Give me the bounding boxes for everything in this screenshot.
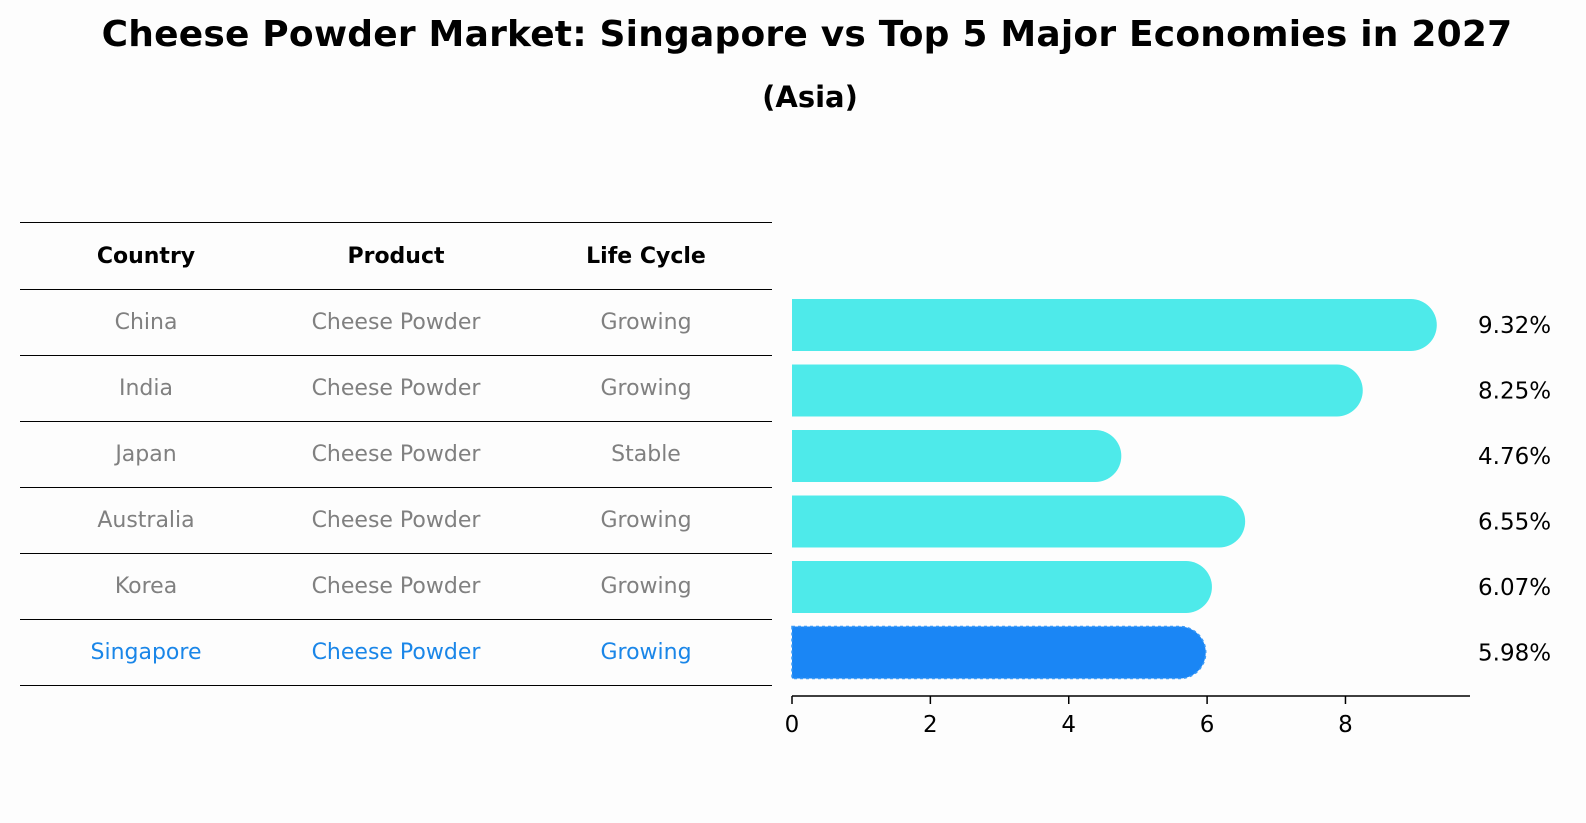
table-row: Australia Cheese Powder Growing xyxy=(20,488,772,554)
x-tick-label: 0 xyxy=(785,712,800,738)
value-label-australia: 6.55% xyxy=(1478,510,1551,536)
cell-country: Japan xyxy=(115,442,177,467)
header-product: Product xyxy=(347,243,445,269)
header-life-cycle: Life Cycle xyxy=(586,243,706,269)
cell-country: China xyxy=(114,310,178,335)
table-row: India Cheese Powder Growing xyxy=(20,356,772,422)
bar-australia xyxy=(792,495,1246,548)
cell-life-cycle: Growing xyxy=(600,574,692,599)
cell-country: Korea xyxy=(114,574,178,599)
bar-japan xyxy=(792,430,1122,482)
bar-india xyxy=(792,364,1363,417)
cell-life-cycle: Stable xyxy=(611,442,681,467)
table-row: China Cheese Powder Growing xyxy=(20,290,772,356)
table-row-highlighted: Singapore Cheese Powder Growing xyxy=(20,620,772,686)
bar-china xyxy=(792,299,1437,351)
table-row: Japan Cheese Powder Stable xyxy=(20,422,772,488)
value-label-india: 8.25% xyxy=(1478,379,1551,405)
cell-country: India xyxy=(119,376,173,401)
cell-product: Cheese Powder xyxy=(311,442,481,467)
value-label-china: 9.32% xyxy=(1478,313,1551,339)
header-country: Country xyxy=(96,243,196,269)
bar-singapore xyxy=(791,625,1207,680)
cell-product: Cheese Powder xyxy=(311,376,481,401)
cell-product: Cheese Powder xyxy=(311,508,481,533)
cell-country: Singapore xyxy=(90,640,202,665)
value-label-singapore: 5.98% xyxy=(1478,641,1551,667)
cell-product: Cheese Powder xyxy=(311,310,481,335)
cell-life-cycle: Growing xyxy=(600,508,692,533)
chart-subtitle: (Asia) xyxy=(762,80,858,114)
cell-life-cycle: Growing xyxy=(600,376,692,401)
cell-life-cycle: Growing xyxy=(600,310,692,335)
chart-title: Cheese Powder Market: Singapore vs Top 5… xyxy=(101,14,1513,55)
x-tick-label: 4 xyxy=(1061,712,1076,738)
cell-product: Cheese Powder xyxy=(311,574,481,599)
table-header-row: Country Product Life Cycle xyxy=(20,222,772,290)
table-row: Korea Cheese Powder Growing xyxy=(20,554,772,620)
cell-country: Australia xyxy=(97,508,195,533)
bar-korea xyxy=(792,561,1212,613)
x-tick-label: 6 xyxy=(1200,712,1215,738)
value-label-korea: 6.07% xyxy=(1478,575,1551,601)
value-label-japan: 4.76% xyxy=(1478,444,1551,470)
cell-life-cycle: Growing xyxy=(600,640,692,665)
x-tick-label: 2 xyxy=(923,712,938,738)
country-table: Country Product Life Cycle China Cheese … xyxy=(20,222,772,686)
cell-product: Cheese Powder xyxy=(311,640,481,665)
x-tick-label: 8 xyxy=(1338,712,1353,738)
